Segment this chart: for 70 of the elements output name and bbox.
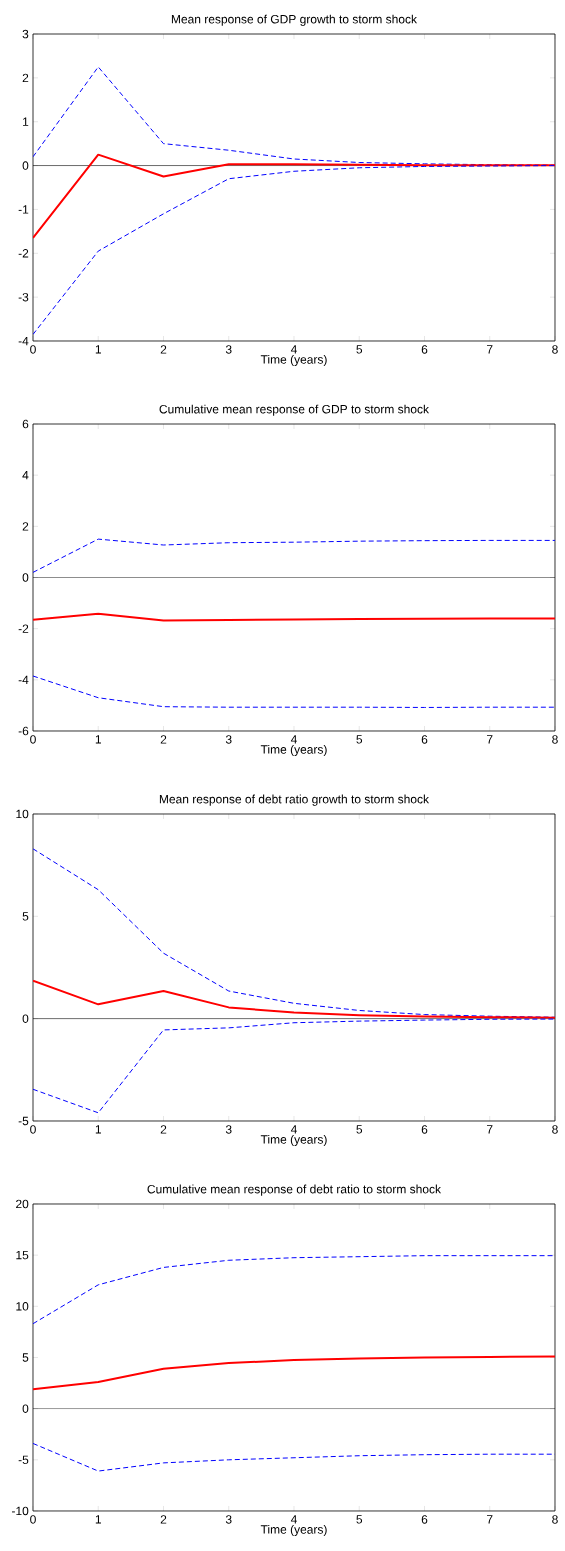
y-tick-label: 20 bbox=[16, 1199, 29, 1209]
y-tick-label: -5 bbox=[18, 1116, 29, 1126]
y-tick-label: -1 bbox=[18, 205, 29, 214]
y-tick-label: 2 bbox=[22, 522, 29, 531]
y-tick-label: -5 bbox=[18, 1455, 29, 1464]
x-tick-label: 5 bbox=[356, 1515, 363, 1524]
y-tick-label: 5 bbox=[22, 912, 29, 921]
chart-title: Mean response of GDP growth to storm shock bbox=[171, 14, 418, 26]
x-tick-label: 1 bbox=[95, 1515, 101, 1524]
y-tick-label: 10 bbox=[16, 809, 29, 819]
y-tick-label: -4 bbox=[18, 675, 29, 684]
chart-title: Cumulative mean response of GDP to storm shock bbox=[159, 404, 430, 416]
x-axis-title: Time (years) bbox=[260, 1524, 327, 1537]
x-tick-label: 5 bbox=[356, 1125, 363, 1134]
x-tick-label: 7 bbox=[487, 1515, 493, 1524]
x-tick-label: 1 bbox=[95, 1125, 101, 1134]
x-axis-title: Time (years) bbox=[260, 744, 327, 757]
x-tick-label: 4 bbox=[290, 1125, 297, 1134]
x-tick-label: 6 bbox=[421, 1515, 428, 1524]
y-tick-label: -2 bbox=[18, 624, 29, 633]
x-tick-label: 4 bbox=[290, 1515, 297, 1524]
x-axis-title: Time (years) bbox=[260, 1134, 327, 1147]
y-tick-label: -3 bbox=[18, 292, 29, 302]
x-tick-label: 8 bbox=[552, 345, 558, 354]
y-tick-label: 0 bbox=[22, 573, 29, 582]
x-tick-label: 4 bbox=[290, 345, 297, 354]
x-tick-label: 5 bbox=[356, 735, 363, 744]
y-tick-label: 5 bbox=[22, 1353, 29, 1362]
y-tick-label: 10 bbox=[16, 1302, 29, 1311]
x-tick-label: 1 bbox=[95, 345, 101, 354]
x-tick-label: 3 bbox=[225, 735, 232, 744]
x-tick-label: 1 bbox=[95, 735, 101, 744]
x-tick-label: 2 bbox=[160, 345, 167, 354]
x-tick-label: 4 bbox=[290, 735, 297, 744]
x-tick-label: 7 bbox=[487, 1125, 493, 1134]
x-tick-label: 8 bbox=[552, 735, 558, 744]
x-tick-label: 6 bbox=[421, 1125, 428, 1134]
x-tick-label: 3 bbox=[225, 345, 232, 354]
x-tick-label: 0 bbox=[30, 1125, 36, 1134]
y-tick-label: 0 bbox=[22, 161, 29, 170]
y-tick-label: 6 bbox=[22, 419, 29, 429]
x-tick-label: 2 bbox=[160, 735, 167, 744]
y-tick-label: 1 bbox=[23, 117, 29, 126]
x-tick-label: 3 bbox=[225, 1125, 232, 1134]
x-tick-label: 2 bbox=[160, 1515, 167, 1524]
x-tick-label: 7 bbox=[487, 735, 493, 744]
x-tick-label: 0 bbox=[30, 345, 36, 354]
x-tick-label: 3 bbox=[225, 1515, 232, 1524]
chart-title: Cumulative mean response of debt ratio to storm shock bbox=[147, 1184, 442, 1196]
x-tick-label: 8 bbox=[552, 1125, 558, 1134]
x-axis-title: Time (years) bbox=[260, 354, 327, 367]
y-tick-label: 0 bbox=[22, 1404, 29, 1413]
y-tick-label: -10 bbox=[11, 1506, 29, 1516]
y-tick-label: 15 bbox=[16, 1250, 29, 1260]
y-tick-label: 2 bbox=[22, 73, 29, 83]
x-tick-label: 7 bbox=[487, 345, 493, 354]
x-tick-label: 6 bbox=[421, 345, 428, 354]
y-tick-label: -4 bbox=[18, 336, 29, 346]
y-tick-label: 3 bbox=[22, 29, 29, 39]
y-tick-label: 4 bbox=[22, 471, 29, 480]
x-tick-label: 2 bbox=[160, 1125, 167, 1134]
y-tick-label: -6 bbox=[18, 726, 29, 736]
x-tick-label: 6 bbox=[421, 735, 428, 744]
y-tick-label: -2 bbox=[18, 249, 29, 258]
x-tick-label: 0 bbox=[30, 1515, 36, 1524]
x-tick-label: 0 bbox=[30, 735, 36, 744]
y-tick-label: 0 bbox=[22, 1014, 29, 1023]
x-tick-label: 5 bbox=[356, 345, 363, 354]
x-tick-label: 8 bbox=[552, 1515, 558, 1524]
chart-title: Mean response of debt ratio growth to storm shock bbox=[159, 794, 430, 806]
